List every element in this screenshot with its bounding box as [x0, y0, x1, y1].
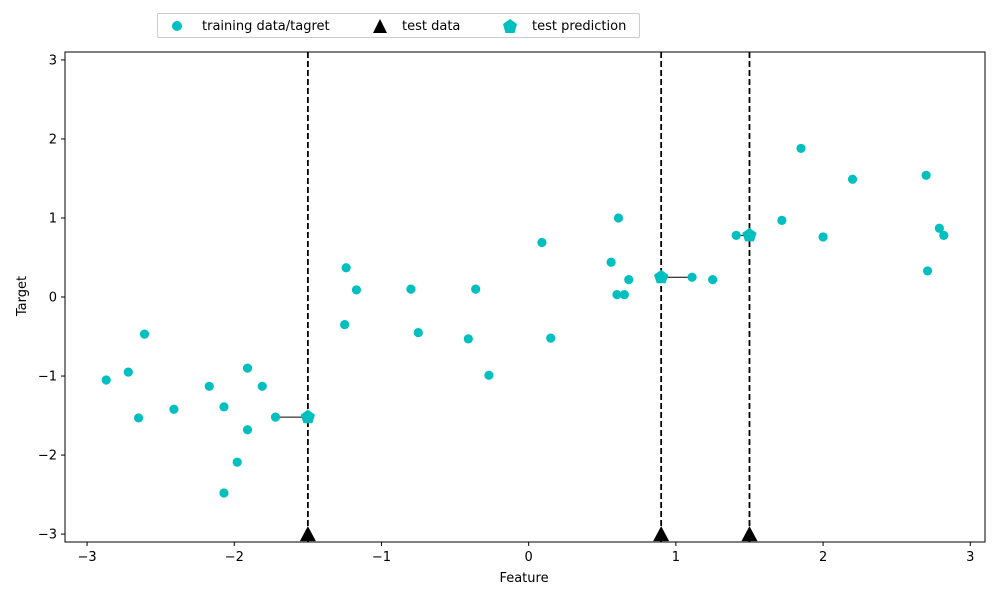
training-point [134, 413, 144, 423]
training-point [232, 457, 242, 467]
training-point [796, 143, 806, 154]
triangle-marker-icon [373, 19, 387, 33]
training-point [219, 402, 229, 412]
training-point [139, 329, 150, 339]
x-tick-label: 3 [966, 550, 974, 565]
training-point [777, 215, 787, 225]
training-point [463, 334, 473, 344]
training-point [847, 174, 858, 184]
training-point [612, 290, 622, 300]
training-point [270, 412, 281, 422]
training-point [471, 284, 481, 294]
training-point [101, 375, 111, 385]
training-point [939, 230, 949, 240]
legend: training data/tagret test data test pred… [157, 13, 640, 38]
training-point [624, 275, 634, 285]
y-tick-label: −2 [38, 449, 57, 464]
training-point [921, 170, 931, 180]
training-point [257, 381, 267, 391]
training-point [546, 333, 556, 343]
x-tick-label: −3 [77, 550, 96, 565]
training-point [606, 257, 616, 267]
training-point [619, 290, 629, 300]
y-tick-label: −3 [38, 528, 57, 543]
y-tick-label: −1 [38, 370, 57, 385]
training-point [406, 284, 416, 294]
pentagon-marker-icon [503, 19, 517, 33]
training-point [340, 320, 350, 330]
legend-item-training: training data/tagret [170, 18, 330, 34]
x-tick-label: 0 [525, 550, 533, 565]
training-point [687, 272, 697, 282]
legend-label-training: training data/tagret [202, 18, 330, 34]
x-tick-label: 1 [672, 550, 680, 565]
test-data-point [741, 526, 758, 542]
legend-item-test-data: test data [370, 18, 460, 34]
legend-label-test-data: test data [402, 18, 461, 34]
y-tick-label: 3 [49, 53, 57, 68]
training-point [351, 285, 362, 295]
training-point [169, 404, 179, 414]
training-point [934, 223, 944, 233]
test-prediction-point [654, 269, 669, 284]
training-point [922, 266, 933, 276]
training-point [123, 367, 133, 377]
test-prediction-point [300, 409, 315, 424]
y-tick-label: 2 [49, 132, 57, 147]
training-point [537, 237, 547, 248]
test-data-point [299, 526, 316, 542]
training-point [818, 232, 828, 242]
plot-frame [64, 51, 986, 543]
test-prediction-point [742, 227, 757, 242]
training-point [484, 370, 494, 380]
x-tick-label: 2 [819, 550, 827, 565]
circle-marker-icon [172, 21, 182, 31]
y-tick-label: 1 [49, 211, 57, 226]
x-axis-label: Feature [499, 571, 548, 586]
training-point [613, 213, 624, 223]
legend-label-test-prediction: test prediction [532, 18, 627, 34]
x-tick-label: −2 [225, 550, 244, 565]
x-tick-label: −1 [372, 550, 391, 565]
training-point [708, 275, 718, 285]
training-point [731, 230, 741, 240]
y-axis-label: Target [15, 276, 30, 317]
training-point [413, 327, 423, 338]
training-point [219, 488, 229, 498]
training-point [204, 381, 214, 391]
training-point [242, 363, 253, 373]
legend-item-test-prediction: test prediction [500, 18, 626, 34]
y-tick-label: 0 [49, 291, 57, 306]
test-data-point [653, 526, 670, 542]
training-point [242, 425, 253, 435]
training-point [341, 263, 351, 273]
